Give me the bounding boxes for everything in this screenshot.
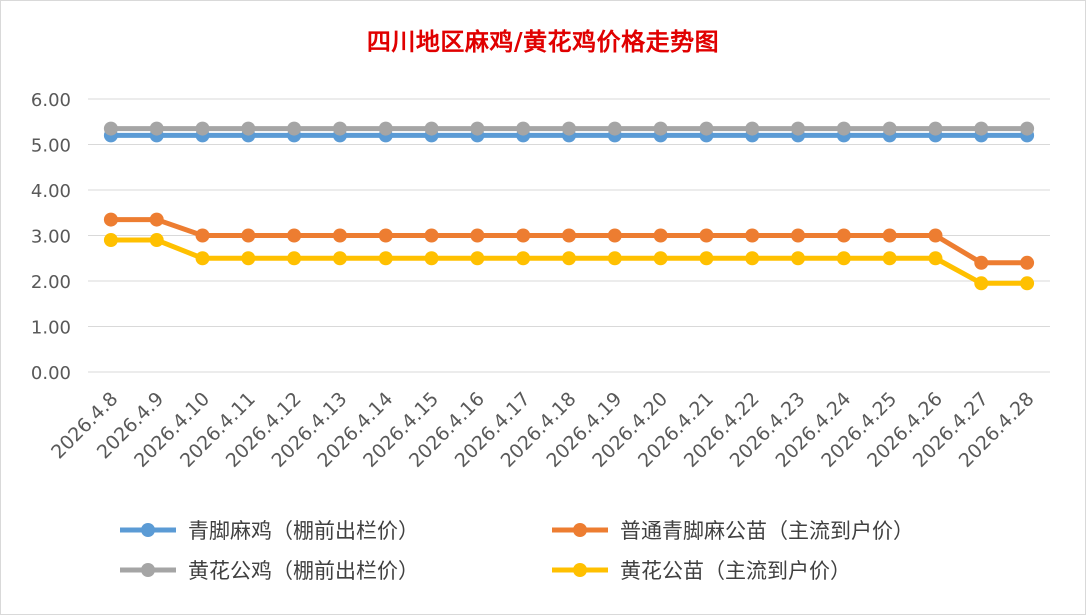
data-point xyxy=(745,121,760,136)
data-point xyxy=(562,251,576,266)
data-point xyxy=(745,228,760,243)
data-point xyxy=(791,121,806,136)
data-point xyxy=(103,121,118,136)
data-point xyxy=(287,121,302,136)
data-point xyxy=(470,251,485,266)
data-point xyxy=(836,121,851,136)
data-point xyxy=(378,121,393,136)
legend-label: 普通青脚麻公苗（主流到户价） xyxy=(620,519,914,543)
data-point xyxy=(928,121,943,136)
data-point xyxy=(882,251,897,266)
data-point xyxy=(974,276,989,291)
data-point xyxy=(103,212,118,227)
y-tick-label: 5.00 xyxy=(31,136,71,157)
data-point xyxy=(287,228,302,243)
legend-marker xyxy=(573,523,587,537)
data-point xyxy=(378,228,393,243)
data-point xyxy=(470,228,485,243)
data-point xyxy=(791,251,806,266)
legend-label: 黄花公苗（主流到户价） xyxy=(620,559,851,583)
data-point xyxy=(287,251,302,266)
data-point xyxy=(882,121,897,136)
data-point xyxy=(653,121,668,136)
y-tick-label: 4.00 xyxy=(31,181,71,202)
data-point xyxy=(836,228,851,243)
data-point xyxy=(1020,276,1035,291)
data-point xyxy=(332,121,347,136)
data-point xyxy=(149,121,164,136)
data-point xyxy=(470,121,485,136)
chart-title: 四川地区麻鸡/黄花鸡价格走势图 xyxy=(366,27,720,56)
data-point xyxy=(836,251,851,266)
data-point xyxy=(103,233,118,248)
data-point xyxy=(195,121,210,136)
data-point xyxy=(974,255,989,270)
data-point xyxy=(241,121,256,136)
data-point xyxy=(516,251,531,266)
data-point xyxy=(332,228,347,243)
y-tick-label: 2.00 xyxy=(31,272,71,293)
data-point xyxy=(195,228,210,243)
data-point xyxy=(974,121,989,136)
legend-marker xyxy=(141,563,155,577)
legend-label: 黄花公鸡（棚前出栏价） xyxy=(188,559,419,583)
data-point xyxy=(378,251,393,266)
data-point xyxy=(241,228,256,243)
data-point xyxy=(241,251,256,266)
data-point xyxy=(699,228,714,243)
data-point xyxy=(1020,121,1035,136)
data-point xyxy=(607,121,622,136)
y-tick-label: 0.00 xyxy=(31,363,71,384)
data-point xyxy=(562,228,576,243)
data-point xyxy=(1020,255,1035,270)
data-point xyxy=(424,121,439,136)
y-tick-label: 6.00 xyxy=(31,90,71,111)
data-point xyxy=(699,251,714,266)
data-point xyxy=(607,251,622,266)
data-point xyxy=(653,228,668,243)
data-point xyxy=(928,228,943,243)
data-point xyxy=(424,228,439,243)
legend-label: 青脚麻鸡（棚前出栏价） xyxy=(188,519,419,543)
data-point xyxy=(149,233,164,248)
data-point xyxy=(653,251,668,266)
y-tick-label: 1.00 xyxy=(31,318,71,339)
data-point xyxy=(516,228,531,243)
data-point xyxy=(607,228,622,243)
data-point xyxy=(928,251,943,266)
legend-marker xyxy=(573,563,587,577)
legend-marker xyxy=(141,523,155,537)
data-point xyxy=(424,251,439,266)
data-point xyxy=(516,121,531,136)
y-tick-label: 3.00 xyxy=(31,227,71,248)
data-point xyxy=(149,212,164,227)
data-point xyxy=(195,251,210,266)
data-point xyxy=(791,228,806,243)
data-point xyxy=(699,121,714,136)
data-point xyxy=(882,228,897,243)
data-point xyxy=(745,251,760,266)
data-point xyxy=(562,121,576,136)
data-point xyxy=(332,251,347,266)
